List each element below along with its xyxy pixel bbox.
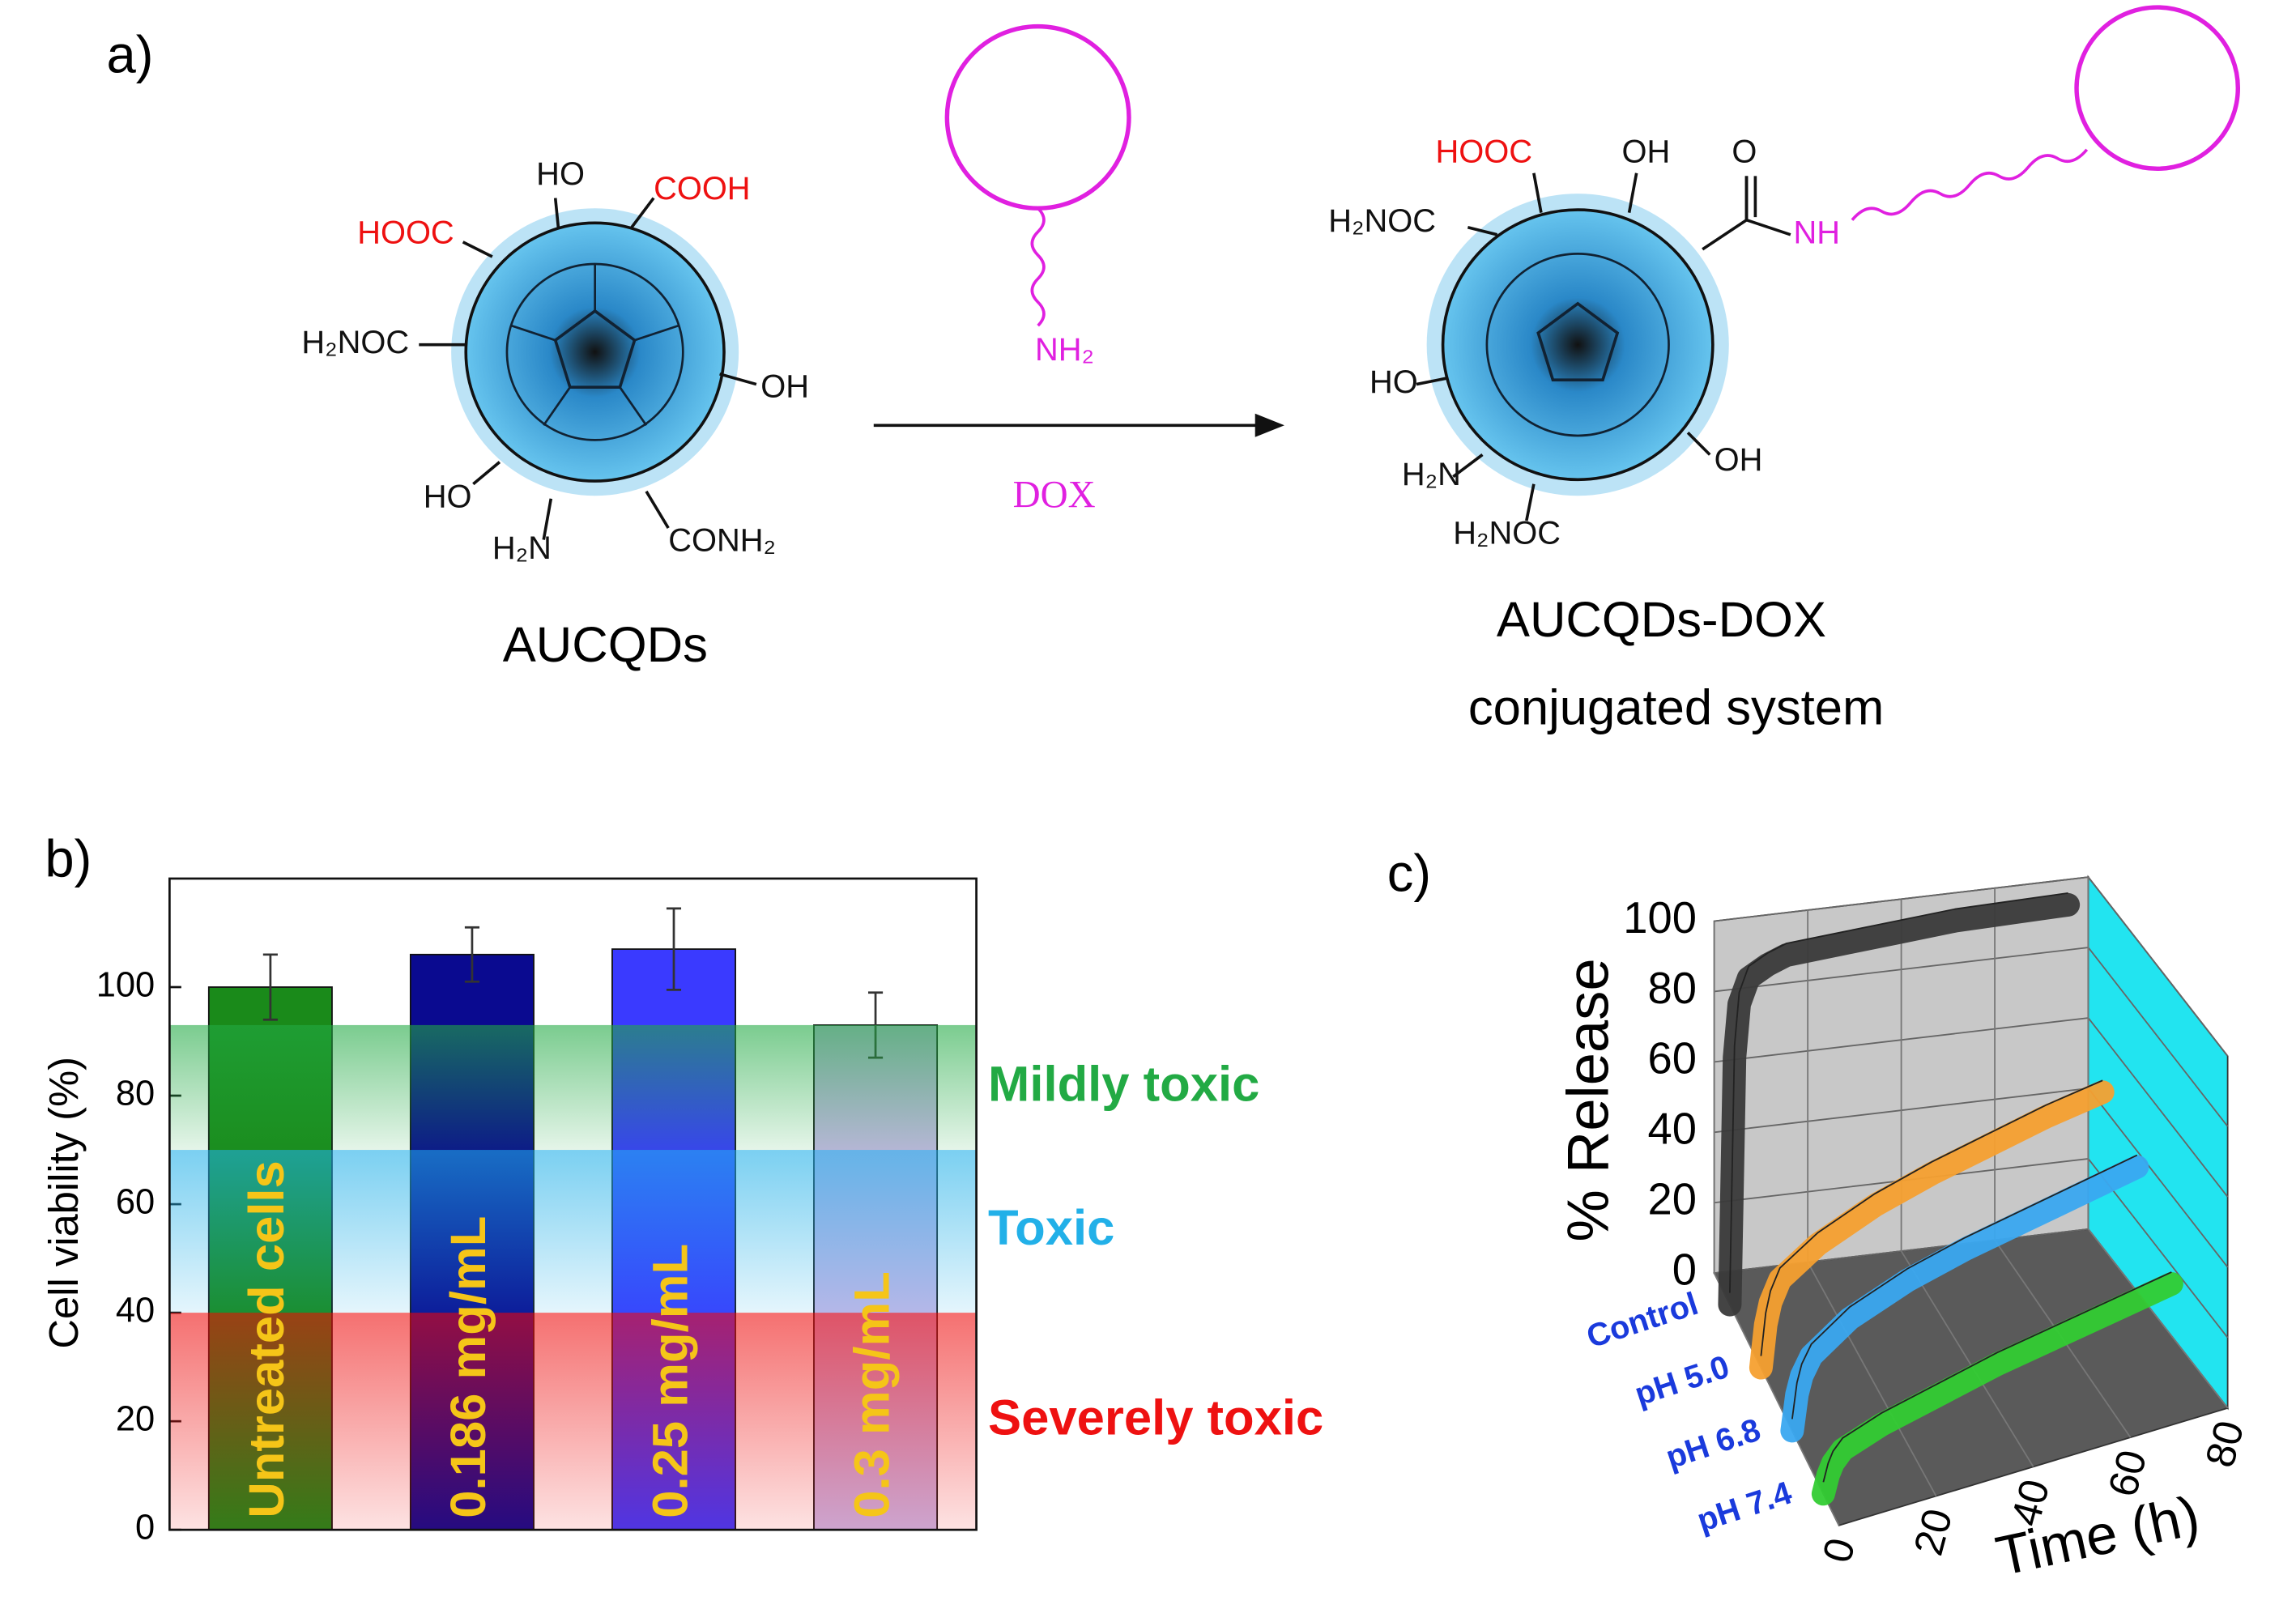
group: H₂N (1402, 457, 1461, 492)
panel-label: c) (1387, 843, 1431, 902)
y-tick-label: 0 (135, 1509, 155, 1547)
y-tick-label: 60 (116, 1183, 155, 1222)
group: HOOC (357, 215, 454, 250)
reagent-name: DOX (1013, 475, 1096, 517)
group: H₂NOC (1328, 203, 1436, 239)
compound-name: AUCQDs-DOX (1497, 592, 1826, 648)
category-label: 0.25 mg/mL (642, 1244, 698, 1518)
group: O (1732, 134, 1757, 170)
y-tick-label: 80 (116, 1075, 155, 1113)
panel-label: b) (45, 828, 92, 888)
error-bar (464, 926, 479, 983)
group: OH (1715, 442, 1763, 478)
series-ribbon (1811, 1271, 2183, 1506)
series-label: Control (1582, 1286, 1702, 1356)
error-bar (666, 907, 682, 991)
y-tick-label: 40 (116, 1292, 155, 1330)
ribbon-edge (1822, 1271, 2172, 1483)
y-tick-label: 20 (1647, 1175, 1696, 1224)
y-tick-label: 20 (116, 1400, 155, 1439)
x-tick-label: 40 (2002, 1475, 2059, 1530)
y-tick-label: 60 (1647, 1034, 1696, 1083)
y-tick-label: 100 (1623, 893, 1697, 943)
y-tick-label: 0 (1672, 1245, 1697, 1295)
dox-reagent (873, 23, 1284, 437)
x-tick-label: 60 (2099, 1445, 2156, 1501)
category-label: 0.3 mg/mL (844, 1271, 900, 1518)
group: OH (760, 369, 809, 405)
compound-name: AUCQDs (503, 617, 708, 673)
plot-frame (168, 877, 978, 1531)
group: HO (1370, 364, 1418, 400)
toxicity-band (169, 1024, 977, 1151)
series-label: pH 5.0 (1630, 1349, 1733, 1413)
group: HO (424, 479, 472, 514)
group: OH (1622, 134, 1671, 170)
group: NH₂ (1035, 332, 1094, 368)
y-tick-label: 40 (1647, 1105, 1696, 1154)
group: H₂NOC (301, 325, 409, 360)
ribbon-edge (1760, 1079, 2103, 1356)
y-tick-label: 80 (1647, 964, 1696, 1013)
group: HOOC (1436, 134, 1532, 170)
band-label: Mildly toxic (988, 1056, 1259, 1112)
fullerene-right (1416, 5, 2241, 521)
series-label: pH 6.8 (1662, 1412, 1765, 1476)
x-tick-label: 0 (1813, 1533, 1864, 1567)
group: CONH₂ (668, 523, 776, 559)
y-tick-label: 100 (96, 965, 155, 1004)
y-axis-label: Cell viability (%) (40, 1057, 87, 1349)
series-ribbon (1718, 892, 2081, 1317)
category-label: Untreated cells (239, 1160, 295, 1517)
error-bar (262, 953, 278, 1021)
ribbon-edge (1729, 892, 2068, 1293)
toxicity-band (169, 1150, 977, 1313)
toxicity-band (169, 1313, 977, 1530)
group: NH (1793, 215, 1840, 250)
group: COOH (654, 171, 751, 206)
series-ribbon (1780, 1155, 2149, 1443)
grid-line (2087, 877, 2229, 1409)
panel-label: a) (106, 25, 153, 84)
x-tick-label: 80 (2196, 1416, 2253, 1472)
y-axis-label: % Release (1555, 958, 1621, 1241)
group: H₂NOC (1453, 516, 1561, 551)
grid-line (1900, 899, 2034, 1467)
band-label: Severely toxic (988, 1390, 1323, 1445)
compound-name: conjugated system (1468, 680, 1884, 736)
x-tick-label: 20 (1905, 1504, 1962, 1560)
series-ribbon (1749, 1080, 2115, 1380)
series-label: pH 7.4 (1693, 1475, 1795, 1539)
ribbon-edge (1791, 1154, 2138, 1420)
group: HO (536, 156, 585, 192)
fullerene-left (419, 197, 757, 540)
group: H₂N (492, 530, 552, 566)
category-label: 0.186 mg/mL (441, 1216, 496, 1518)
band-label: Toxic (988, 1200, 1114, 1256)
